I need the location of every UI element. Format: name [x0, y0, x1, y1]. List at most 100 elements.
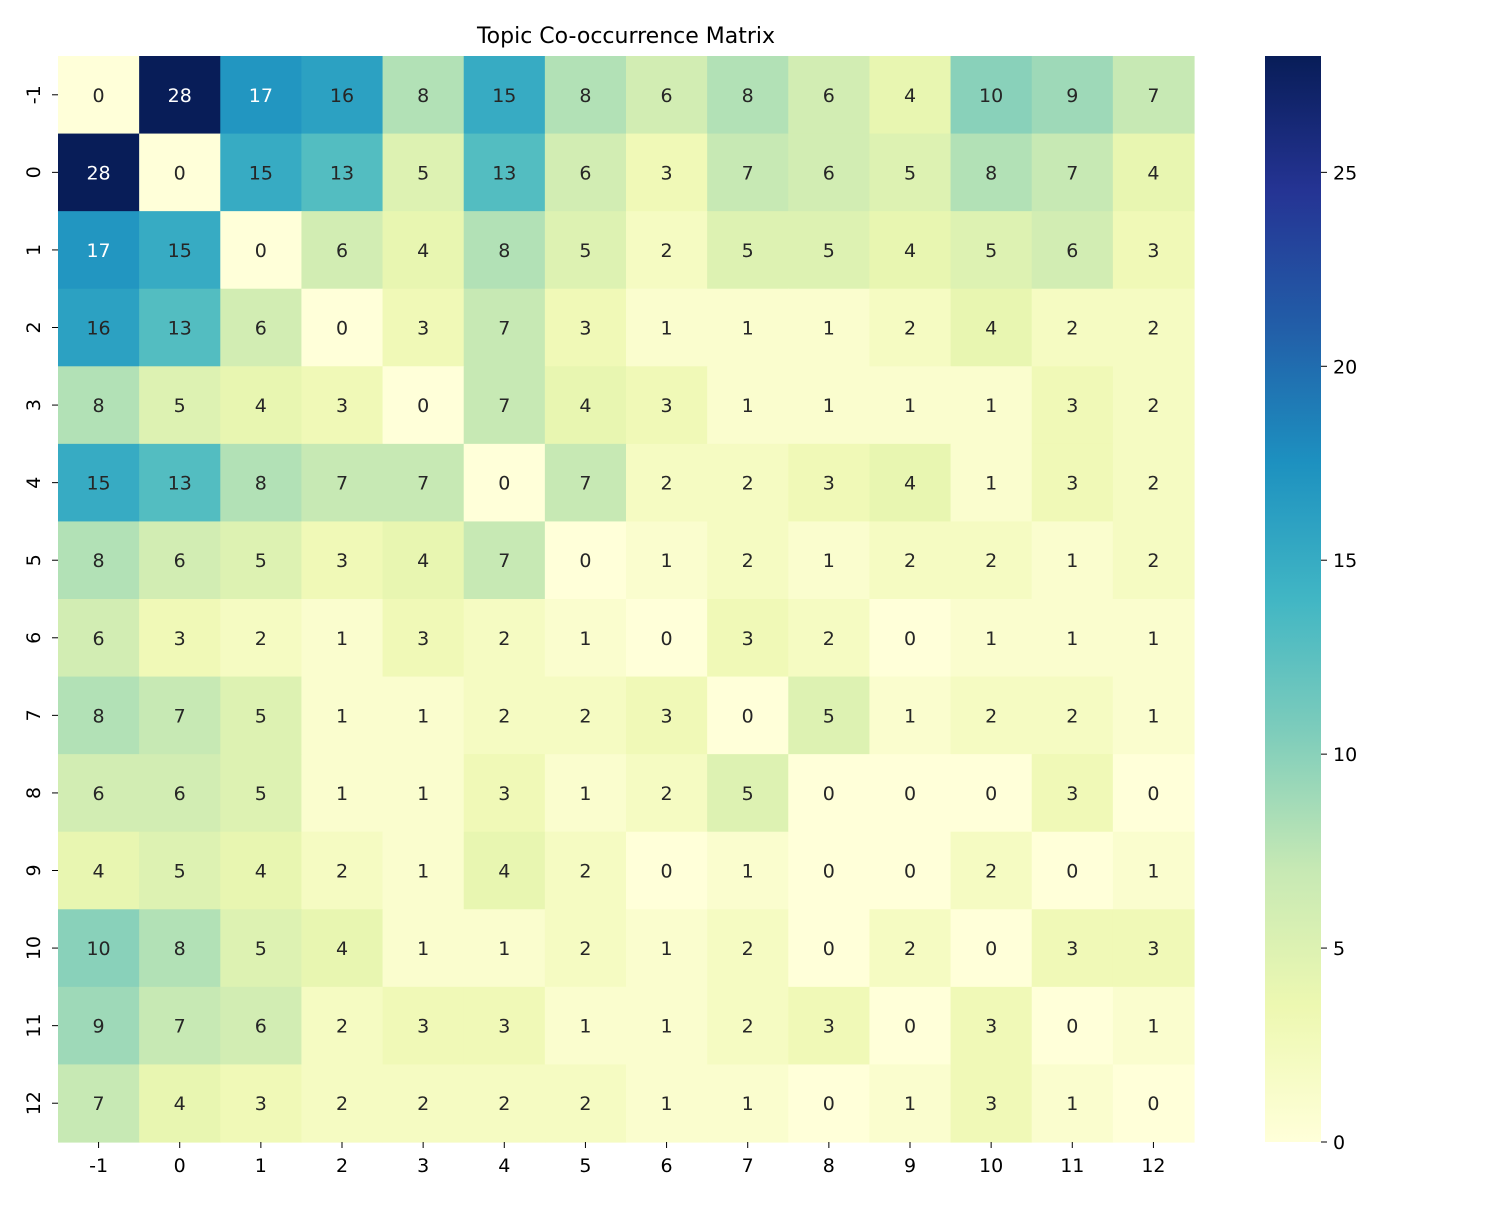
cell-value-label: 9: [93, 1016, 105, 1038]
heatmap-cell: [139, 521, 221, 600]
heatmap-cell: [301, 909, 384, 988]
cell-value-label: 2: [742, 473, 754, 495]
heatmap-cell: [1031, 754, 1114, 833]
heatmap-cell: [626, 1064, 708, 1143]
cell-value-label: 2: [579, 938, 591, 960]
cell-value-label: 7: [1066, 162, 1078, 184]
cell-value-label: 2: [904, 318, 916, 340]
cell-value-label: 2: [742, 550, 754, 572]
cell-value-label: 0: [1066, 861, 1078, 883]
cell-value-label: 16: [86, 318, 110, 340]
heatmap-cell: [58, 986, 140, 1066]
heatmap-cell: [139, 211, 221, 290]
heatmap-cell: [1112, 288, 1195, 367]
heatmap-cell: [1112, 676, 1195, 755]
cell-value-label: 2: [255, 628, 267, 650]
cell-value-label: 6: [255, 1016, 267, 1038]
heatmap-cell: [950, 443, 1033, 523]
cell-value-label: 1: [985, 473, 997, 495]
cell-value-label: 3: [1066, 938, 1078, 960]
cell-value-label: 2: [661, 783, 673, 805]
colorbar-tick-label: 25: [1333, 162, 1357, 184]
y-tick-label: 12: [23, 1091, 45, 1115]
cell-value-label: 7: [498, 550, 510, 572]
colorbar: 0 5 10 15 20 25: [1265, 56, 1357, 1154]
cell-value-label: 15: [249, 162, 273, 184]
heatmap-cell: [1031, 211, 1114, 290]
cell-value-label: 2: [985, 861, 997, 883]
cell-value-label: 5: [823, 240, 835, 262]
heatmap-cell: [382, 986, 465, 1066]
heatmap-cell: [950, 1064, 1033, 1143]
cell-value-label: 10: [979, 85, 1003, 107]
heatmap-cell: [1031, 676, 1114, 755]
cell-value-label: 6: [336, 240, 348, 262]
cell-value-label: 7: [174, 1016, 186, 1038]
cell-value-label: 4: [904, 240, 916, 262]
cell-value-label: 3: [661, 705, 673, 727]
cell-value-label: 5: [255, 783, 267, 805]
heatmap-cell: [869, 831, 952, 910]
cell-value-label: 1: [336, 783, 348, 805]
cell-value-label: 0: [985, 783, 997, 805]
x-tick-label: 11: [1060, 1155, 1084, 1177]
cell-value-label: 28: [86, 162, 110, 184]
heatmap-cell: [626, 56, 708, 135]
colorbar-tick-label: 10: [1333, 744, 1357, 766]
heatmap-cell: [626, 599, 708, 678]
cell-value-label: 3: [1066, 473, 1078, 495]
cell-value-label: 10: [86, 938, 110, 960]
heatmap-cell: [1031, 56, 1114, 135]
heatmap-cell: [382, 443, 465, 523]
x-tick-label: 0: [174, 1155, 186, 1177]
heatmap-cell: [869, 676, 952, 755]
cell-value-label: 2: [579, 861, 591, 883]
heatmap-cell: [626, 676, 708, 755]
heatmap-cell: [869, 521, 952, 600]
y-tick-label: 1: [23, 244, 45, 256]
cell-value-label: 4: [174, 1093, 186, 1115]
heatmap-cell: [301, 986, 384, 1066]
heatmap-cell: [58, 443, 140, 523]
cell-value-label: 0: [255, 240, 267, 262]
cell-value-label: 3: [579, 318, 591, 340]
heatmap-cell: [1031, 986, 1114, 1066]
cell-value-label: 5: [255, 705, 267, 727]
cell-value-label: 1: [661, 1016, 673, 1038]
cell-value-label: 3: [823, 1016, 835, 1038]
heatmap-cell: [463, 521, 546, 600]
heatmap-cell: [382, 909, 465, 988]
heatmap-cell: [707, 133, 789, 212]
cell-value-label: 3: [1066, 395, 1078, 417]
cell-value-label: 3: [742, 628, 754, 650]
heatmap-cell: [1112, 831, 1195, 910]
cell-value-label: 3: [661, 395, 673, 417]
cell-value-label: 0: [904, 1016, 916, 1038]
cell-value-label: 1: [1147, 861, 1159, 883]
cell-value-label: 1: [579, 1016, 591, 1038]
cell-value-label: 1: [742, 395, 754, 417]
cell-value-label: 4: [498, 861, 510, 883]
cell-value-label: 5: [174, 395, 186, 417]
heatmap-cell: [788, 56, 871, 135]
heatmap-cell: [950, 676, 1033, 755]
y-tick-label: 4: [23, 477, 45, 489]
heatmap-cell: [139, 443, 221, 523]
heatmap-cell: [58, 211, 140, 290]
cell-value-label: 7: [417, 473, 429, 495]
cell-value-label: 4: [417, 550, 429, 572]
x-tick-label: 3: [417, 1155, 429, 1177]
chart-title: Topic Co-occurrence Matrix: [476, 24, 775, 49]
heatmap-cell: [301, 754, 384, 833]
cell-value-label: 3: [498, 1016, 510, 1038]
heatmap-cell: [788, 831, 871, 910]
cell-value-label: 2: [498, 705, 510, 727]
cell-value-label: 5: [904, 162, 916, 184]
heatmap-cell: [1112, 366, 1195, 445]
heatmap-cell: [58, 599, 140, 678]
cell-value-label: 5: [985, 240, 997, 262]
heatmap-cell: [707, 831, 789, 910]
cell-value-label: 5: [255, 550, 267, 572]
heatmap-cell: [788, 443, 871, 523]
